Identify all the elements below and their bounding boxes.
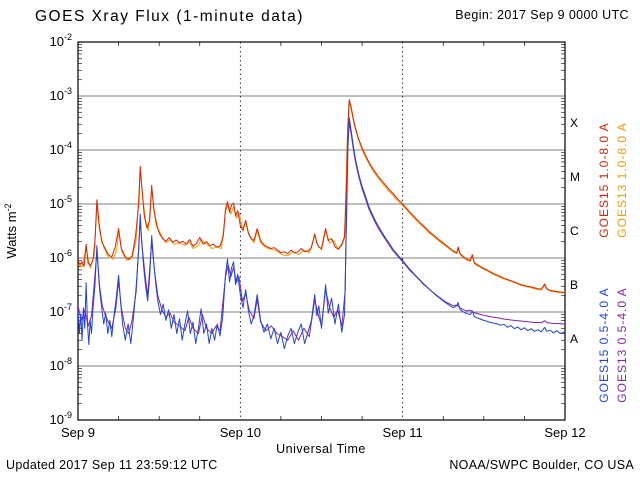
flare-class-label-c: C — [570, 224, 579, 238]
y-tick-label: 10-6 — [50, 248, 72, 265]
legend-goes13-long: GOES13 1.0-8.0 A — [615, 122, 629, 237]
y-tick-label: 10-5 — [50, 194, 72, 211]
goes15-short-series — [78, 117, 565, 350]
y-axis-title: Watts m-2 — [3, 203, 19, 258]
goes13-short-series — [78, 121, 565, 341]
y-tick-label: 10-3 — [50, 86, 72, 103]
y-tick-label: 10-7 — [50, 302, 72, 319]
x-tick-label: Sep 12 — [544, 425, 585, 440]
legend-goes15-long: GOES15 1.0-8.0 A — [597, 122, 611, 237]
plot-frame — [77, 41, 566, 421]
legend-goes13-short: GOES13 0.5-4.0 A — [615, 287, 629, 402]
y-tick-label: 10-4 — [50, 140, 72, 157]
y-tick-label: 10-8 — [50, 356, 72, 373]
flare-class-label-m: M — [570, 170, 580, 184]
flare-class-label-a: A — [570, 332, 578, 346]
x-tick-label: Sep 10 — [220, 425, 261, 440]
y-tick-label: 10-2 — [50, 32, 72, 49]
x-tick-label: Sep 9 — [61, 425, 95, 440]
begin-timestamp: Begin: 2017 Sep 9 0000 UTC — [455, 8, 629, 22]
flare-class-label-b: B — [570, 278, 578, 292]
x-axis-title: Universal Time — [276, 442, 366, 456]
credit-label: NOAA/SWPC Boulder, CO USA — [449, 458, 634, 472]
updated-timestamp: Updated 2017 Sep 11 23:59:12 UTC — [6, 458, 218, 472]
legend-goes15-short: GOES15 0.5-4.0 A — [597, 287, 611, 402]
flare-class-label-x: X — [570, 116, 578, 130]
goes15-long-series — [78, 99, 565, 293]
chart-title: GOES Xray Flux (1-minute data) — [35, 8, 304, 25]
x-tick-label: Sep 11 — [383, 425, 423, 440]
